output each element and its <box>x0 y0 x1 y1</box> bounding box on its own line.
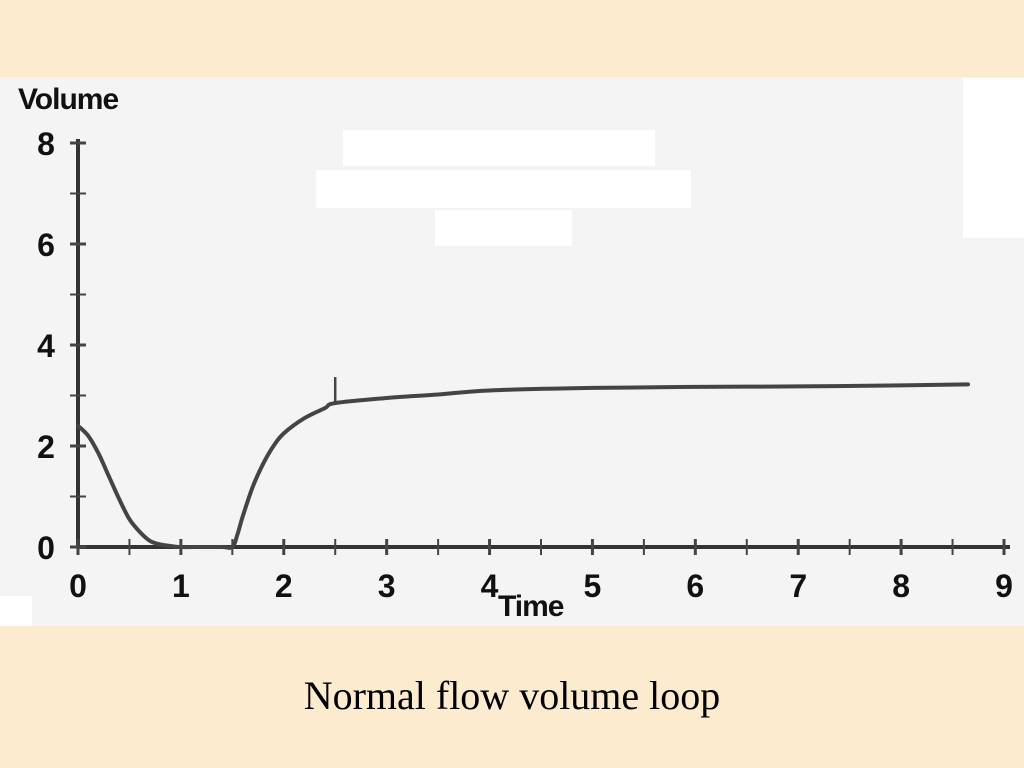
masked-box <box>435 210 572 246</box>
y-tick-label: 2 <box>37 429 55 465</box>
masked-box <box>316 170 691 208</box>
x-tick-label: 9 <box>995 568 1013 604</box>
x-tick-label: 0 <box>69 568 87 604</box>
volume-curve <box>76 382 970 550</box>
x-tick-label: 6 <box>686 568 704 604</box>
x-tick-label: 2 <box>275 568 293 604</box>
masked-box <box>963 78 1024 238</box>
x-tick-label: 3 <box>378 568 396 604</box>
y-axis-label: Volume <box>18 83 119 116</box>
x-tick-label: 4 <box>481 568 499 604</box>
masked-box <box>0 596 32 626</box>
masked-box <box>343 130 655 166</box>
y-tick-label: 8 <box>37 126 55 162</box>
y-tick-label: 0 <box>37 530 55 566</box>
y-tick-label: 4 <box>37 328 55 364</box>
x-axis-label: Time <box>498 590 564 623</box>
chart-panel <box>0 77 1024 626</box>
tick-labels: 0 1 2 3 4 5 6 7 8 9 0 2 4 6 8 <box>37 126 1013 604</box>
x-tick-label: 8 <box>892 568 910 604</box>
masked-text-areas <box>0 78 1024 626</box>
x-tick-label: 7 <box>789 568 807 604</box>
x-tick-label: 5 <box>584 568 602 604</box>
x-tick-label: 1 <box>172 568 190 604</box>
y-tick-label: 6 <box>37 227 55 263</box>
slide-caption: Normal flow volume loop <box>303 673 721 718</box>
series <box>76 377 970 550</box>
ticks <box>70 141 1006 555</box>
